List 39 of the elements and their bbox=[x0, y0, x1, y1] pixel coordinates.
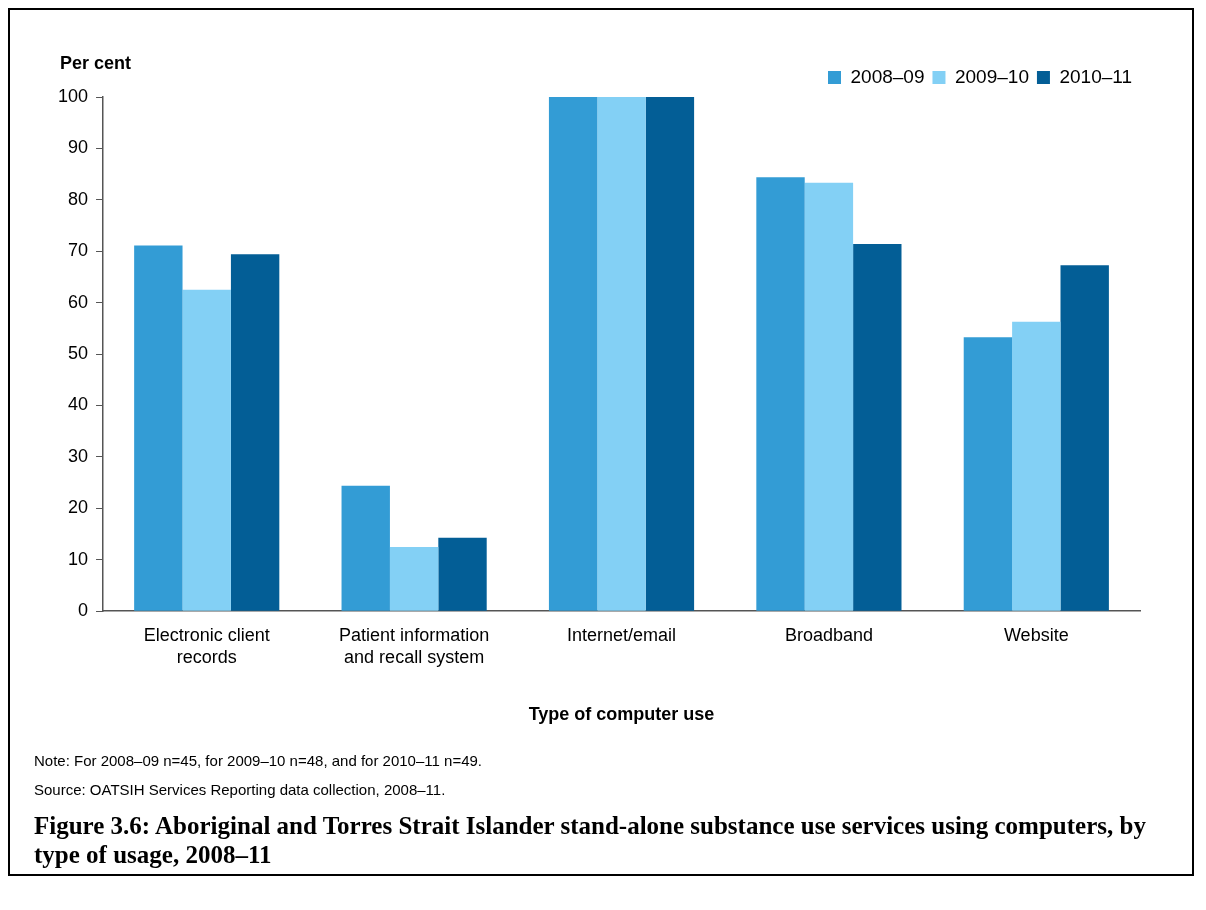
x-tick-label: Electronic client records bbox=[143, 624, 270, 667]
bar bbox=[804, 182, 854, 611]
x-tick-label: Patient information and recall system bbox=[339, 624, 490, 667]
bar bbox=[756, 177, 805, 611]
bar bbox=[1060, 265, 1109, 611]
bar bbox=[341, 485, 390, 611]
bar bbox=[963, 337, 1013, 611]
source-note: Source: OATSIH Services Reporting data collection, 2008–11. bbox=[34, 781, 447, 798]
y-tick-label: 100 bbox=[57, 85, 89, 106]
x-axis-title: Type of computer use bbox=[528, 704, 715, 725]
y-tick-label: 40 bbox=[68, 394, 89, 415]
x-tick-label: Broadband bbox=[784, 624, 873, 645]
bar bbox=[548, 97, 598, 611]
legend-label: 2010–11 bbox=[1059, 65, 1132, 87]
x-tick-label: Website bbox=[1003, 624, 1069, 645]
y-tick-label: 70 bbox=[68, 240, 89, 261]
text: Note: For 2008–09 n=45, for 2009–10 n=48, and for 2010–11 n=49. bbox=[34, 752, 483, 769]
y-tick-label: 20 bbox=[68, 497, 89, 518]
bar bbox=[230, 254, 280, 611]
legend-label: 2009–10 bbox=[954, 65, 1029, 87]
text: Figure 3.6: Aboriginal and Torres Strait Islander stand-alone substance use services using computers, by type of usage, 2008–11 bbox=[34, 812, 1147, 870]
y-tick-label: 30 bbox=[68, 445, 89, 466]
legend-label: 2008–09 bbox=[850, 65, 925, 87]
y-tick-label: 60 bbox=[68, 291, 89, 312]
bar bbox=[389, 546, 439, 611]
y-axis-title: Per cent bbox=[60, 52, 132, 73]
bar bbox=[1012, 321, 1061, 611]
bar bbox=[853, 244, 902, 611]
y-tick-label: 10 bbox=[68, 548, 89, 569]
x-tick-label: Internet/email bbox=[566, 624, 677, 645]
bar bbox=[134, 245, 183, 611]
bar bbox=[597, 97, 646, 611]
bar bbox=[182, 289, 231, 611]
bar bbox=[438, 537, 487, 611]
bar bbox=[645, 97, 695, 611]
y-tick-label: 90 bbox=[68, 137, 89, 158]
y-tick-label: 0 bbox=[78, 600, 89, 621]
y-tick-label: 80 bbox=[68, 188, 89, 209]
y-tick-label: 50 bbox=[68, 343, 89, 364]
